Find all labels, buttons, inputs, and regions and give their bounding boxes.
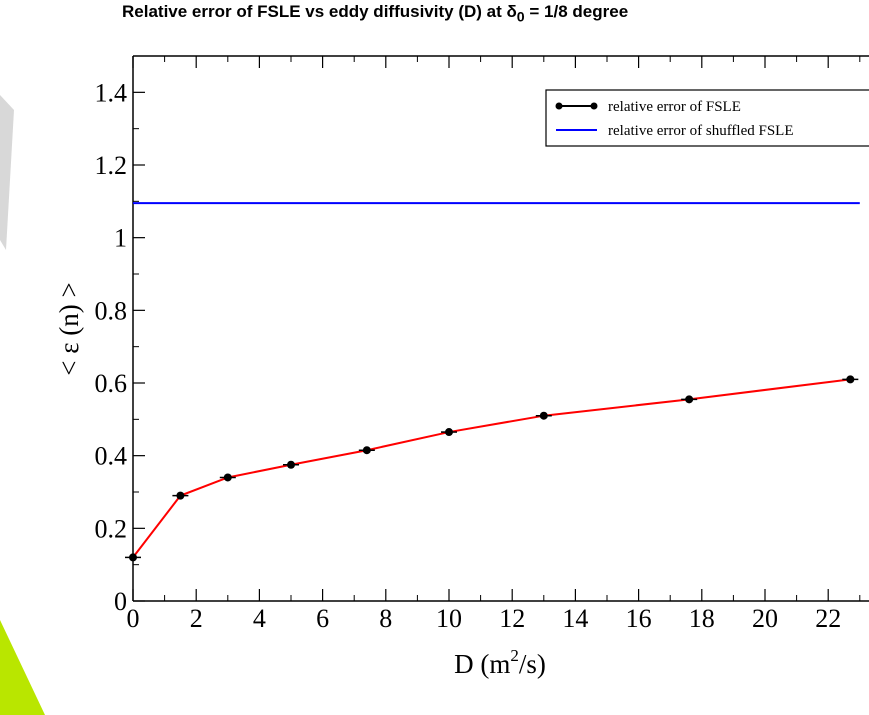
fsle-data-point xyxy=(539,411,548,420)
x-tick-label: 20 xyxy=(752,604,778,633)
fsle-series-line xyxy=(132,378,851,559)
fsle-data-point xyxy=(846,375,855,384)
plot-frame xyxy=(132,55,869,602)
legend-marker-fsle-right xyxy=(590,102,598,110)
x-tick-label: 22 xyxy=(815,604,841,633)
legend-marker-fsle-left xyxy=(555,102,563,110)
x-tick-label: 12 xyxy=(499,604,525,633)
slide-title: Relative error of FSLE vs eddy diffusivi… xyxy=(0,0,869,30)
y-tick-label: 0 xyxy=(114,587,127,616)
y-tick-label: 1.2 xyxy=(95,151,128,180)
x-tick-label: 16 xyxy=(626,604,652,633)
fsle-data-point xyxy=(362,446,371,455)
title-subscript: 0 xyxy=(516,9,525,26)
x-tick-label: 4 xyxy=(253,604,266,633)
x-axis-title: D (m2/s) xyxy=(454,646,546,679)
x-tick-label: 6 xyxy=(316,604,329,633)
x-tick-label: 8 xyxy=(379,604,392,633)
gray-stripe-shape xyxy=(0,95,14,250)
y-tick-label: 1 xyxy=(114,224,127,253)
y-tick-label: 0.4 xyxy=(95,442,128,471)
x-axis-ticks: 0 2 4 6 8 10 12 14 16 18 20 22 xyxy=(127,56,861,633)
x-tick-label: 10 xyxy=(436,604,462,633)
y-tick-label: 0.8 xyxy=(95,296,128,325)
legend: relative error of FSLE relative error of… xyxy=(545,89,869,147)
legend-label-fsle: relative error of FSLE xyxy=(608,99,741,115)
x-tick-label: 2 xyxy=(190,604,203,633)
fsle-data-point xyxy=(129,553,137,562)
series-layer xyxy=(125,202,860,562)
y-tick-label: 0.6 xyxy=(95,369,128,398)
y-axis-title: < ε (n) > xyxy=(54,282,84,376)
green-corner-shape xyxy=(0,620,45,715)
legend-box xyxy=(545,89,869,147)
x-tick-label: 14 xyxy=(562,604,588,633)
fsle-data-point xyxy=(287,460,295,469)
legend-label-shuffled: relative error of shuffled FSLE xyxy=(608,123,794,139)
x-tick-label: 0 xyxy=(127,604,140,633)
fsle-data-point xyxy=(223,473,232,482)
x-tick-label: 18 xyxy=(689,604,715,633)
y-tick-label: 0.2 xyxy=(95,514,128,543)
y-axis-ticks: 0 0.2 0.4 0.6 0.8 1 1.2 1.4 xyxy=(95,55,145,616)
fsle-data-point xyxy=(176,491,185,500)
title-prefix: Relative error of FSLE vs eddy diffusivi… xyxy=(122,2,517,21)
title-suffix: = 1/8 degree xyxy=(524,2,629,21)
fsle-data-point xyxy=(685,395,694,404)
y-tick-label: 1.4 xyxy=(95,78,128,107)
fsle-data-point xyxy=(445,428,453,437)
slide-decoration xyxy=(0,95,45,715)
